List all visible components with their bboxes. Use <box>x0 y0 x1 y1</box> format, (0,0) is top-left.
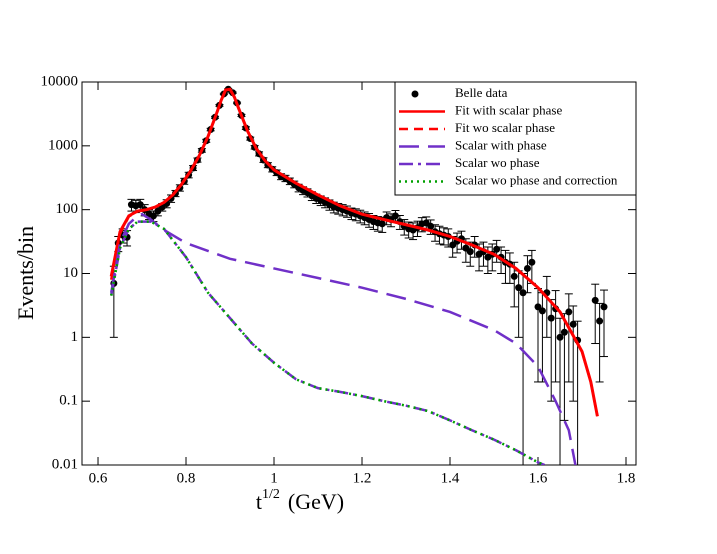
y-axis-label: Events/bin <box>13 226 38 320</box>
y-tick-label: 100 <box>56 201 79 217</box>
x-tick-label: 1.8 <box>617 470 636 486</box>
series-line <box>109 87 599 417</box>
legend-label: Belle data <box>455 85 508 100</box>
data-point <box>519 289 527 297</box>
x-tick-label: 0.8 <box>177 470 196 486</box>
y-tick-label: 1000 <box>48 137 78 153</box>
data-point <box>596 317 604 325</box>
data-point <box>560 328 568 336</box>
data-point <box>154 207 162 215</box>
data-point <box>523 264 531 272</box>
x-tick-label: 1.4 <box>441 470 460 486</box>
legend-symbol <box>411 90 419 98</box>
data-point <box>600 303 608 311</box>
data-point <box>556 333 564 341</box>
series-line <box>109 220 546 465</box>
data-point <box>515 284 523 292</box>
y-tick-label: 0.01 <box>52 456 78 472</box>
y-tick-label: 10 <box>63 265 78 281</box>
legend-label: Scalar wo phase and correction <box>455 172 618 187</box>
data-point <box>591 296 599 304</box>
x-axis-label: t1/2 (GeV) <box>256 487 344 514</box>
x-tick-label: 1.6 <box>529 470 548 486</box>
data-point <box>538 307 546 315</box>
data-point <box>466 248 474 256</box>
x-tick-label: 1.2 <box>353 470 372 486</box>
data-point <box>149 212 157 220</box>
data-point <box>569 320 577 328</box>
x-label-unit: (GeV) <box>288 489 344 514</box>
x-tick-label: 0.6 <box>89 470 108 486</box>
x-tick-label: 1 <box>270 470 278 486</box>
data-point <box>547 314 555 322</box>
legend-label: Fit wo scalar phase <box>455 120 555 135</box>
legend-box <box>394 81 637 196</box>
series-line <box>109 220 546 465</box>
data-point <box>510 272 518 280</box>
data-point <box>391 212 399 220</box>
y-tick-label: 0.1 <box>59 393 78 409</box>
x-label-base: t <box>256 489 262 514</box>
data-point <box>528 258 536 266</box>
x-label-sup: 1/2 <box>262 487 280 502</box>
plot-area <box>109 85 609 465</box>
y-tick-label: 1 <box>71 329 79 345</box>
legend-label: Scalar wo phase <box>455 155 540 170</box>
y-tick-label: 10000 <box>41 73 79 89</box>
data-point <box>378 220 386 228</box>
data-point <box>565 308 573 316</box>
legend-label: Scalar with phase <box>455 137 547 152</box>
data-point <box>136 201 144 209</box>
legend-label: Fit with scalar phase <box>455 102 562 117</box>
